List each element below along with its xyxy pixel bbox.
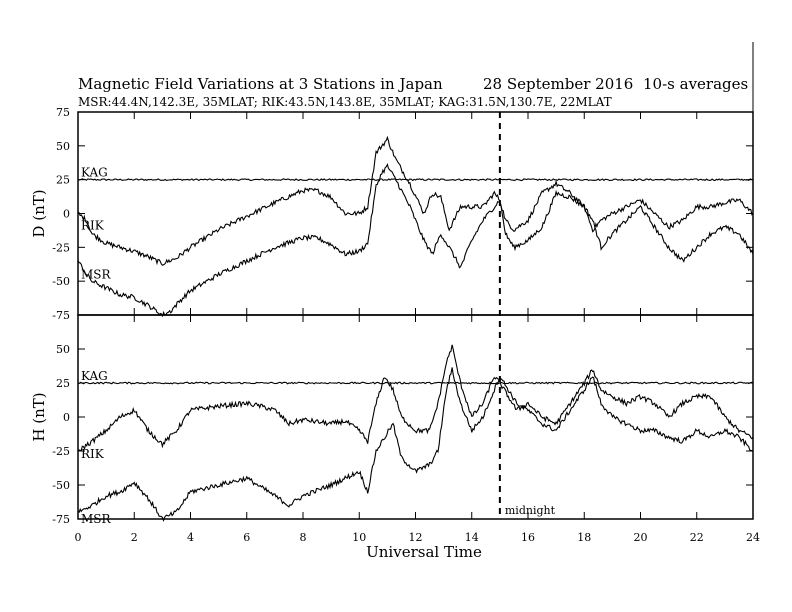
x-tick-label: 22 [690, 531, 704, 544]
x-tick-label: 20 [634, 531, 648, 544]
midnight-label: midnight [505, 504, 556, 517]
series-label-rik: RIK [81, 219, 105, 233]
series-line-kag [77, 178, 754, 182]
series-label-msr: MSR [81, 512, 112, 526]
y-tick-label: -50 [52, 479, 70, 492]
chart-date: 28 September 2016 [483, 75, 633, 93]
series-label-kag: KAG [81, 166, 108, 180]
series-line-kag [77, 381, 754, 385]
x-tick-label: 24 [746, 531, 760, 544]
y-tick-label: -25 [52, 241, 70, 254]
y-tick-label: -25 [52, 445, 70, 458]
panel-frame [77, 314, 754, 520]
y-tick-label: -75 [52, 513, 70, 526]
y-tick-label: 25 [56, 174, 70, 187]
x-tick-label: 8 [300, 531, 307, 544]
x-tick-label: 10 [352, 531, 366, 544]
series-line-rik [77, 344, 754, 452]
y-tick-label: 50 [56, 343, 70, 356]
y-axis-label: D (nT) [30, 189, 48, 237]
series-label-kag: KAG [81, 369, 108, 383]
chart-subtitle: MSR:44.4N,142.3E, 35MLAT; RIK:43.5N,143.… [78, 95, 612, 109]
y-tick-label: 50 [56, 140, 70, 153]
y-tick-label: 25 [56, 377, 70, 390]
x-tick-label: 18 [577, 531, 591, 544]
y-tick-label: -50 [52, 275, 70, 288]
series-label-msr: MSR [81, 267, 112, 281]
x-tick-label: 0 [75, 531, 82, 544]
y-tick-label: -75 [52, 309, 70, 322]
x-tick-label: 4 [187, 531, 194, 544]
series-line-msr [77, 367, 754, 522]
series-line-msr [77, 162, 754, 318]
x-tick-label: 2 [131, 531, 138, 544]
panel-declination: -75 -50 -25 0 25 50 75 D (nT) KAG RIK MSR [30, 106, 754, 322]
chart-title: Magnetic Field Variations at 3 Stations … [78, 75, 443, 93]
series-line-rik [77, 135, 754, 266]
y-tick-label: 0 [63, 411, 70, 424]
x-tick-label: 16 [521, 531, 535, 544]
y-tick-label: 0 [63, 208, 70, 221]
series-label-rik: RIK [81, 447, 105, 461]
y-axis-label: H (nT) [30, 392, 48, 441]
x-axis-label: Universal Time [366, 543, 482, 561]
panel-frame [77, 111, 754, 316]
panel-horizontal: -75 -50 -25 0 25 50 H (nT) KAG RIK MSR [30, 314, 754, 526]
x-tick-label: 12 [409, 531, 423, 544]
x-tick-label: 6 [243, 531, 250, 544]
x-axis-ticks: 0 2 4 6 8 10 12 14 16 18 20 22 24 [75, 112, 760, 544]
x-tick-label: 14 [465, 531, 479, 544]
chart-averaging-note: 10-s averages [643, 75, 748, 93]
y-tick-label: 75 [56, 106, 70, 119]
